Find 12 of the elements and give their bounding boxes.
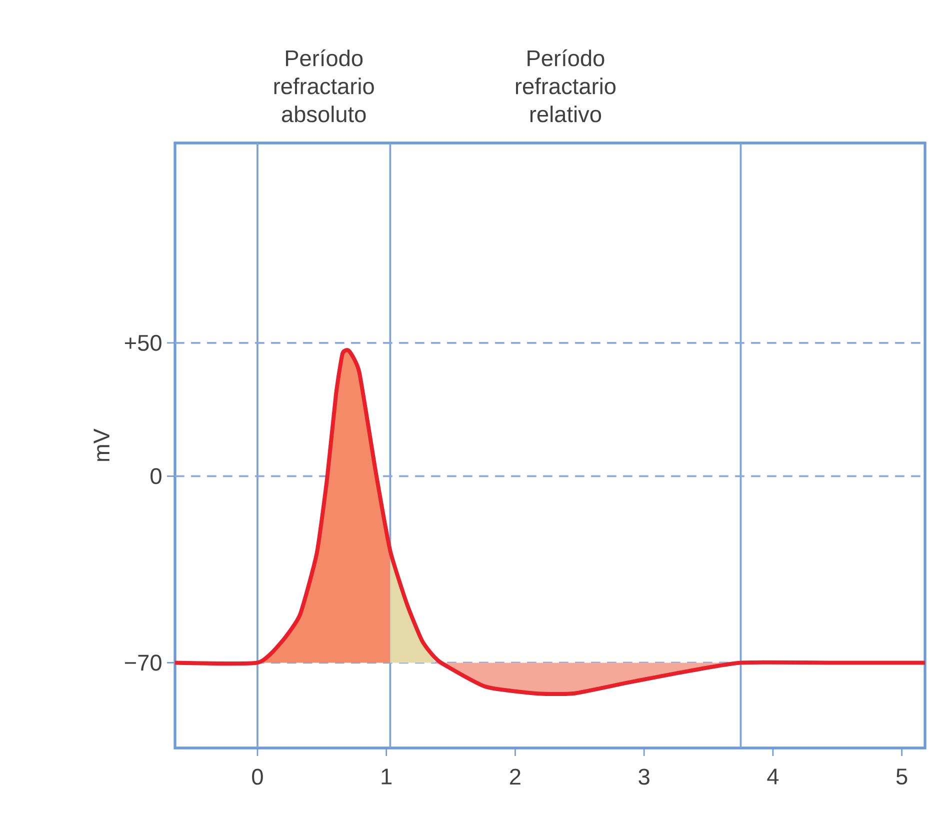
x-tick-label: 2 xyxy=(510,768,520,785)
y-tick-label: −70 xyxy=(124,654,162,671)
text: Período refractario absoluto xyxy=(274,49,374,122)
x-tick-label: 4 xyxy=(767,768,779,784)
x-tick-label: 1 xyxy=(382,768,392,784)
y-tick-label: 0 xyxy=(150,468,162,484)
x-tick-label: 0 xyxy=(252,768,263,785)
y-axis-title: mV xyxy=(94,428,110,461)
x-tick-label: 5 xyxy=(896,768,908,785)
y-tick-label: +50 xyxy=(124,334,162,351)
x-tick-label: 3 xyxy=(638,768,650,785)
text: Período refractario relativo xyxy=(516,49,616,122)
